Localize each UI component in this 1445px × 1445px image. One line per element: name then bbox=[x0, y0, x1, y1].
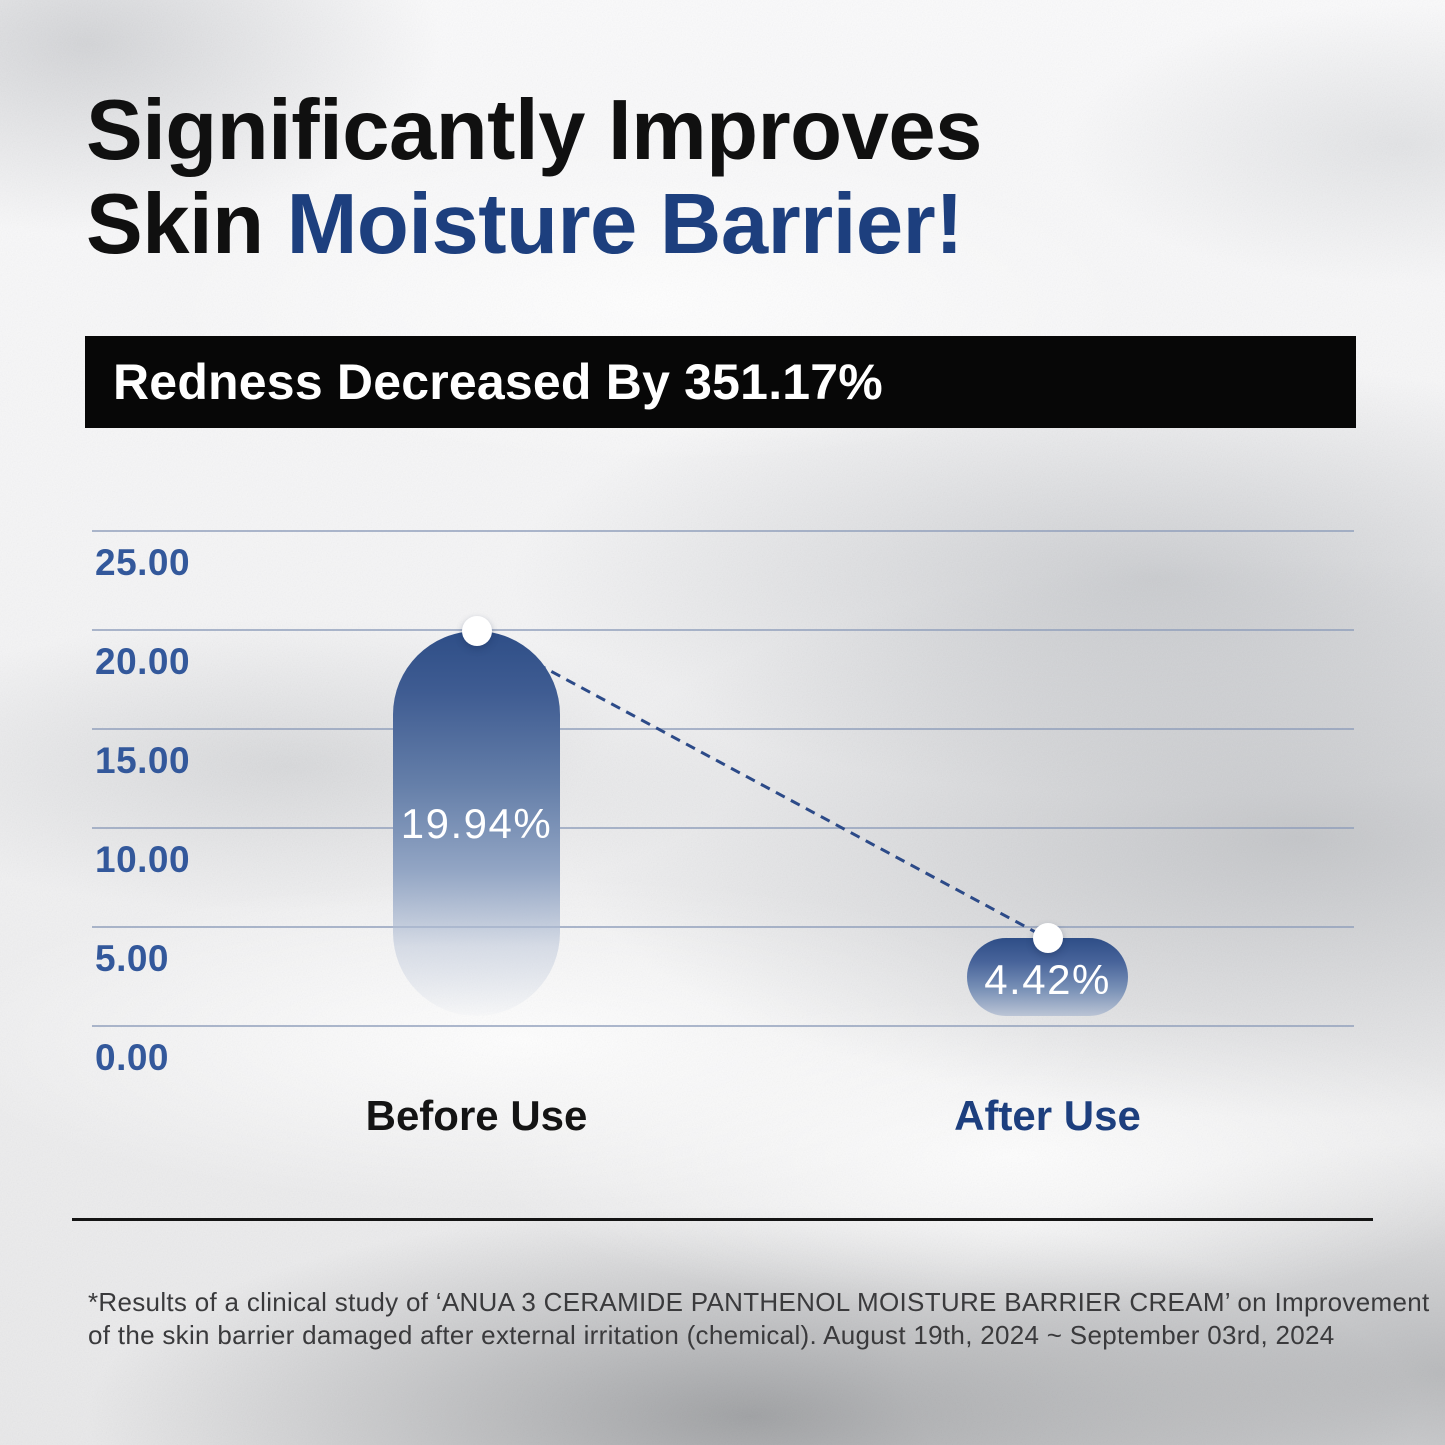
bar-value-label: 4.42% bbox=[984, 956, 1111, 1004]
category-label-before-use: Before Use bbox=[365, 1092, 588, 1139]
page-title-line-2-accent: Moisture Barrier! bbox=[286, 177, 964, 272]
bar-value-label: 19.94% bbox=[400, 799, 553, 847]
category-label-after-use: After Use bbox=[954, 1092, 1141, 1139]
page-title-line-2: Skin Moisture Barrier! bbox=[86, 178, 982, 272]
data-point-marker bbox=[1032, 923, 1063, 954]
page-title-line-1: Significantly Improves bbox=[86, 83, 982, 178]
footnote-line-2: of the skin barrier damaged after extern… bbox=[88, 1320, 1335, 1350]
page-title: Significantly Improves Skin Moisture Bar… bbox=[86, 84, 982, 272]
footer-divider-line bbox=[72, 1218, 1373, 1221]
bar-before-use: 19.94% bbox=[393, 631, 560, 1016]
footnote-line-1: *Results of a clinical study of ‘ANUA 3 … bbox=[88, 1287, 1430, 1317]
clinical-study-footnote: *Results of a clinical study of ‘ANUA 3 … bbox=[88, 1286, 1430, 1352]
data-point-marker bbox=[461, 616, 492, 647]
page-title-line-2-black: Skin bbox=[86, 177, 287, 272]
result-banner-label: Redness Decreased By 351.17% bbox=[113, 354, 883, 410]
dashed-trend-line bbox=[475, 629, 1049, 940]
result-banner: Redness Decreased By 351.17% bbox=[85, 336, 1356, 428]
